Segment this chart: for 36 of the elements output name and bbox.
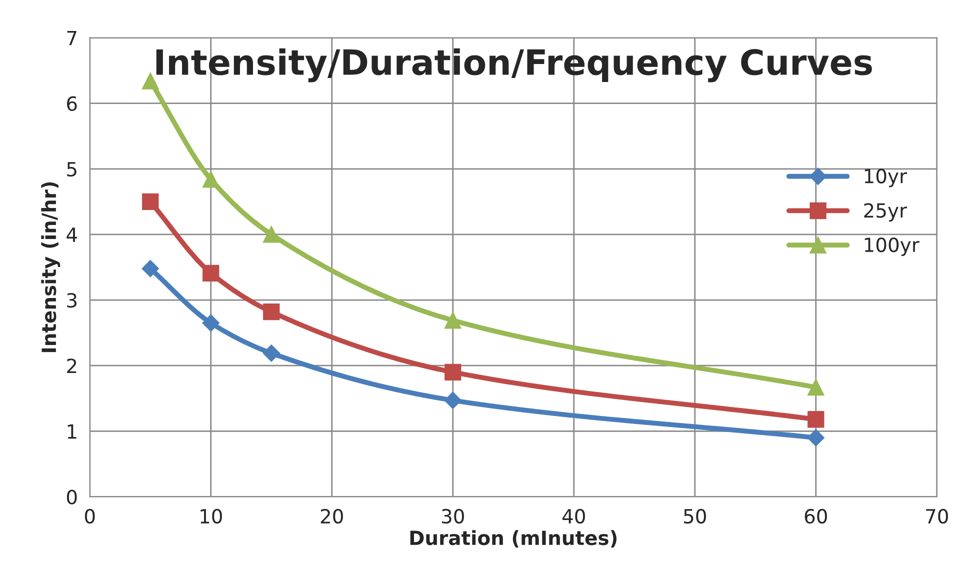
x-tick-label: 20 [320,508,343,524]
point [807,429,824,446]
x-tick-label: 10 [200,508,222,524]
point [444,364,462,381]
y-tick-label: 7 [67,30,76,46]
legend-label: 10yr [864,168,908,188]
point [808,378,824,396]
y-tick-label: 6 [67,96,77,111]
point [444,312,462,329]
y-tick-label: 0 [66,490,77,504]
y-tick-label: 4 [66,228,77,242]
legend-label: 25yr [864,203,908,222]
point [142,193,159,210]
point [263,226,280,243]
point [202,314,220,332]
y-tick-label: 2 [67,358,76,373]
legend-label: 100yr [864,237,920,256]
point [142,260,159,278]
x-axis-title: Duration (mInutes) [410,530,617,548]
x-tick-label: 30 [442,508,464,524]
point [808,411,824,428]
point [444,392,462,409]
chart-title: Intensity/Duration/Frequency Curves [156,48,872,82]
point [202,171,220,188]
x-tick-label: 0 [84,508,95,524]
x-tick-label: 50 [684,508,706,524]
x-tick-label: 60 [804,508,827,524]
x-tick-label: 40 [562,508,585,524]
point [263,304,280,320]
y-tick-label: 3 [67,293,76,308]
y-axis-title: Intensity (in/hr) [41,182,60,352]
y-tick-label: 5 [67,162,76,177]
x-tick-label: 70 [926,508,948,524]
point [262,344,280,362]
point [202,264,220,282]
y-tick-label: 1 [68,424,76,439]
